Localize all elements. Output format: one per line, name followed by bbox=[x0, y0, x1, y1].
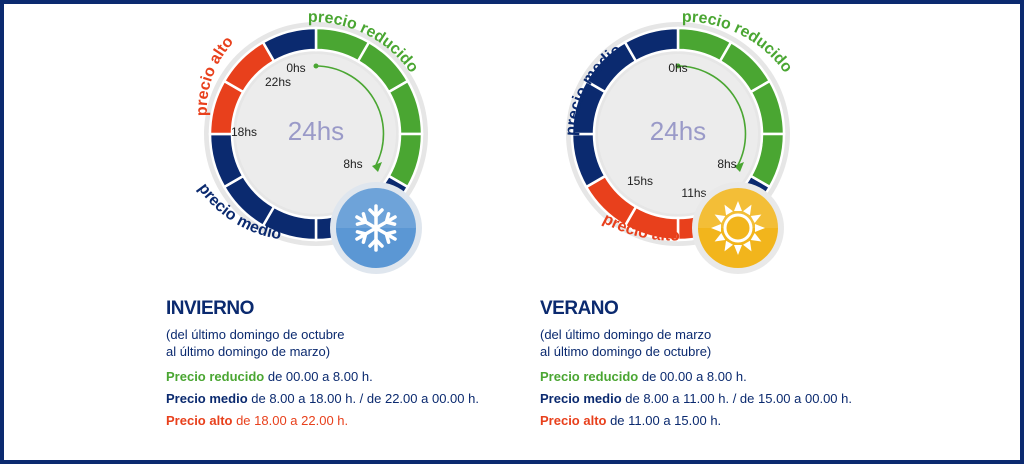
summer-legend-reduced: Precio reducido de 00.00 a 8.00 h. bbox=[540, 369, 747, 384]
summer-clock-face bbox=[598, 54, 758, 214]
sun-ray bbox=[743, 204, 752, 216]
winter-arrowhead bbox=[372, 162, 382, 172]
winter-title: INVIERNO bbox=[166, 298, 254, 319]
winter-legend-high-text: de 18.00 a 22.00 h. bbox=[232, 413, 349, 428]
winter-legend-high: Precio alto de 18.00 a 22.00 h. bbox=[166, 413, 348, 428]
summer-range-line2: al último domingo de octubre) bbox=[540, 344, 712, 359]
winter-range-line1: (del último domingo de octubre bbox=[166, 327, 345, 342]
summer-legend-high: Precio alto de 11.00 a 15.00 h. bbox=[540, 413, 721, 428]
winter-legend-reduced-label: Precio reducido bbox=[166, 369, 265, 384]
sun-ray bbox=[724, 240, 733, 252]
sun-ray bbox=[734, 201, 742, 211]
sun-icon bbox=[692, 182, 784, 274]
sun-ray bbox=[750, 214, 762, 223]
winter-legend-reduced-text: de 00.00 a 8.00 h. bbox=[264, 369, 373, 384]
sun-ray bbox=[724, 204, 733, 216]
summer-legend-mid-text: de 8.00 a 11.00 h. / de 15.00 a 00.00 h. bbox=[621, 391, 852, 406]
summer-arrow bbox=[677, 65, 747, 166]
winter-hour-22: 22hs bbox=[265, 75, 291, 89]
winter-legend-mid: Precio medio de 8.00 a 18.00 h. / de 22.… bbox=[166, 391, 479, 406]
summer-arrowhead bbox=[734, 162, 744, 172]
winter-hour-18: 18hs bbox=[231, 125, 257, 139]
winter-legend-mid-label: Precio medio bbox=[166, 391, 248, 406]
winter-hour-0: 0hs bbox=[286, 61, 305, 75]
snowflake-icon bbox=[330, 182, 422, 274]
winter-segment-22 bbox=[261, 26, 318, 63]
sun-ray bbox=[714, 233, 726, 242]
summer-hour-15: 15hs bbox=[627, 174, 653, 188]
sun-ray bbox=[711, 224, 721, 232]
summer-arrow-start bbox=[675, 63, 681, 69]
summer-panel: 24hs 0hs 8hs 11hs 15hs precio reducido p… bbox=[394, 0, 874, 464]
sun-ray bbox=[714, 214, 726, 223]
summer-legend-high-label: Precio alto bbox=[540, 413, 607, 428]
summer-legend-high-text: de 11.00 a 15.00 h. bbox=[606, 413, 722, 428]
summer-hour-8: 8hs bbox=[717, 157, 736, 171]
winter-arrow bbox=[315, 65, 385, 166]
summer-center-text: 24hs bbox=[650, 116, 706, 146]
summer-range-line1: (del último domingo de marzo bbox=[540, 327, 712, 342]
winter-hour-8: 8hs bbox=[343, 157, 362, 171]
summer-legend-reduced-text: de 00.00 a 8.00 h. bbox=[638, 369, 747, 384]
winter-legend-mid-text: de 8.00 a 18.00 h. / de 22.00 a 00.00 h. bbox=[247, 391, 479, 406]
summer-range: (del último domingo de marzo al último d… bbox=[540, 326, 711, 360]
winter-clock-face bbox=[236, 54, 396, 214]
summer-hour-11: 11hs bbox=[681, 186, 706, 200]
summer-legend-mid-label: Precio medio bbox=[540, 391, 622, 406]
winter-legend-reduced: Precio reducido de 00.00 a 8.00 h. bbox=[166, 369, 373, 384]
sun-ray bbox=[750, 233, 762, 242]
summer-title: VERANO bbox=[540, 298, 619, 319]
winter-range-line2: al último domingo de marzo) bbox=[166, 344, 331, 359]
summer-legend-mid: Precio medio de 8.00 a 11.00 h. / de 15.… bbox=[540, 391, 852, 406]
summer-hour-0: 0hs bbox=[668, 61, 687, 75]
sun-ray bbox=[743, 240, 752, 252]
winter-legend-high-label: Precio alto bbox=[166, 413, 233, 428]
winter-center-text: 24hs bbox=[288, 116, 344, 146]
summer-legend-reduced-label: Precio reducido bbox=[540, 369, 639, 384]
winter-arrow-start bbox=[313, 63, 319, 69]
winter-range: (del último domingo de octubre al último… bbox=[166, 326, 345, 360]
summer-segment-22 bbox=[623, 26, 680, 63]
sun-ray bbox=[734, 245, 742, 255]
sun-ray bbox=[755, 224, 765, 232]
winter-panel: 24hs 0hs 22hs 18hs 8hs precio reducido p… bbox=[20, 0, 500, 464]
summer-clock: 24hs 0hs 8hs 11hs 15hs precio reducido p… bbox=[563, 9, 796, 274]
winter-clock: 24hs 0hs 22hs 18hs 8hs precio reducido p… bbox=[194, 9, 428, 274]
